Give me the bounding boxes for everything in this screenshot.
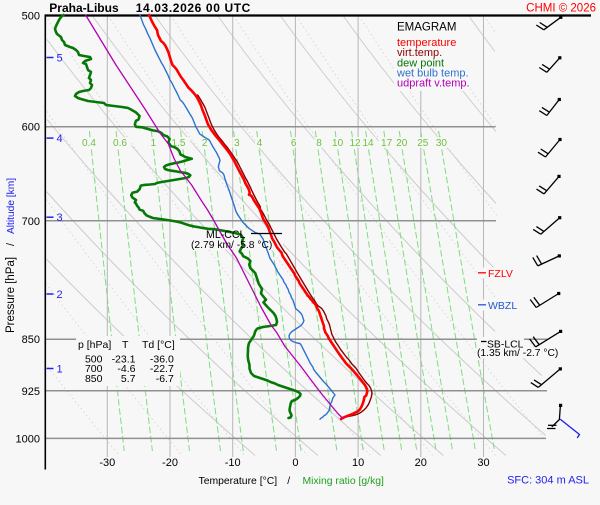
svg-text:ML-CCL: ML-CCL (206, 229, 246, 241)
svg-text:14: 14 (362, 138, 374, 149)
svg-text:(2.79 km/ -5.8 °C): (2.79 km/ -5.8 °C) (191, 240, 272, 251)
svg-text:T: T (122, 339, 129, 351)
svg-text:850: 850 (85, 373, 103, 385)
svg-text:SB-LCL: SB-LCL (487, 339, 524, 350)
svg-text:virt.temp.: virt.temp. (397, 47, 442, 59)
svg-text:0.4: 0.4 (82, 138, 96, 149)
svg-text:/: / (287, 476, 290, 487)
svg-text:3: 3 (56, 212, 62, 224)
svg-text:-20: -20 (162, 457, 178, 469)
svg-text:Mixing ratio [g/kg]: Mixing ratio [g/kg] (303, 476, 385, 487)
svg-text:2: 2 (202, 138, 208, 149)
svg-text:-22.7: -22.7 (150, 363, 174, 375)
svg-text:EMAGRAM: EMAGRAM (397, 22, 456, 34)
svg-text:dew point: dew point (397, 57, 444, 69)
svg-text:25: 25 (417, 138, 429, 149)
svg-text:5: 5 (56, 53, 62, 65)
svg-text:1: 1 (151, 138, 157, 149)
svg-text:wet bulb temp.: wet bulb temp. (396, 68, 469, 80)
svg-text:udpraft v.temp.: udpraft v.temp. (397, 78, 470, 90)
svg-text:0: 0 (292, 457, 298, 469)
svg-text:6: 6 (291, 138, 297, 149)
svg-text:1.5: 1.5 (172, 138, 186, 149)
svg-text:4: 4 (56, 133, 62, 145)
svg-text:500: 500 (22, 11, 40, 23)
svg-text:0.6: 0.6 (113, 138, 127, 149)
svg-text:Temperature [°C]: Temperature [°C] (199, 476, 278, 487)
svg-text:925: 925 (22, 386, 40, 398)
svg-text:700: 700 (85, 363, 103, 375)
svg-text:1: 1 (56, 364, 62, 376)
svg-text:Pressure [hPa]: Pressure [hPa] (5, 257, 17, 333)
svg-text:-10: -10 (225, 457, 241, 469)
svg-text:20: 20 (396, 138, 408, 149)
svg-text:30: 30 (436, 138, 448, 149)
svg-text:700: 700 (22, 216, 40, 228)
svg-text:Td [°C]: Td [°C] (142, 339, 175, 351)
svg-text:Praha-Libus: Praha-Libus (49, 1, 119, 15)
svg-text:WBZL: WBZL (488, 300, 517, 312)
svg-text:10: 10 (352, 457, 364, 469)
svg-text:p [hPa]: p [hPa] (78, 339, 111, 351)
svg-text:14.03.2026 00 UTC: 14.03.2026 00 UTC (136, 1, 251, 15)
svg-text:-23.1: -23.1 (112, 354, 136, 366)
svg-text:17: 17 (381, 138, 393, 149)
svg-text:500: 500 (85, 354, 103, 366)
svg-text:-30: -30 (99, 457, 115, 469)
svg-text:12: 12 (349, 138, 361, 149)
svg-text:temperature: temperature (397, 37, 456, 49)
svg-text:1000: 1000 (16, 433, 40, 445)
svg-text:5.7: 5.7 (121, 373, 136, 385)
svg-text:-4.6: -4.6 (117, 363, 135, 375)
svg-text:/: / (5, 242, 17, 246)
svg-text:10: 10 (332, 138, 344, 149)
svg-text:600: 600 (22, 122, 40, 134)
svg-text:(1.35 km/ -2.7 °C): (1.35 km/ -2.7 °C) (477, 348, 558, 359)
svg-text:FZLV: FZLV (488, 268, 513, 280)
svg-text:8: 8 (316, 138, 322, 149)
svg-text:-6.7: -6.7 (156, 373, 174, 385)
svg-text:4: 4 (257, 138, 263, 149)
svg-text:2: 2 (56, 289, 62, 301)
svg-text:3: 3 (234, 138, 240, 149)
svg-text:CHMI © 2026: CHMI © 2026 (526, 3, 596, 15)
svg-text:-36.0: -36.0 (150, 354, 174, 366)
svg-text:Altitude [km]: Altitude [km] (6, 178, 17, 234)
svg-text:30: 30 (477, 457, 489, 469)
svg-text:850: 850 (22, 334, 40, 346)
svg-text:20: 20 (415, 457, 427, 469)
svg-text:SFC: 304 m ASL: SFC: 304 m ASL (507, 475, 589, 487)
